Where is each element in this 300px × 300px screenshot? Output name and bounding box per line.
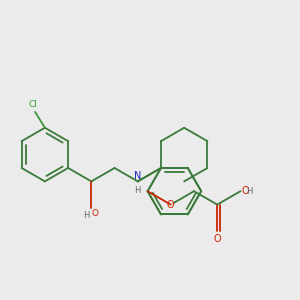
Text: O: O — [167, 200, 175, 210]
Text: H: H — [135, 186, 141, 195]
Text: O: O — [92, 209, 99, 218]
Text: N: N — [134, 171, 142, 181]
Text: H: H — [246, 187, 252, 196]
Text: Cl: Cl — [28, 100, 38, 109]
Text: O: O — [242, 186, 250, 196]
Text: O: O — [213, 234, 221, 244]
Text: H: H — [83, 211, 90, 220]
